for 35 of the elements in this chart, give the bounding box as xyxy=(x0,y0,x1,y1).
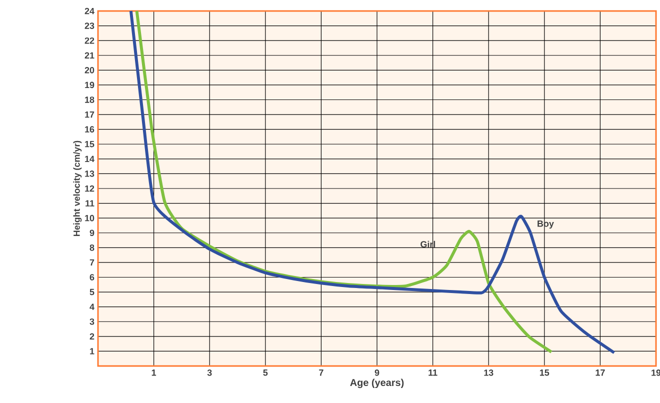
x-tick-label: 17 xyxy=(596,370,605,376)
y-tick-label: 9 xyxy=(90,230,94,236)
y-tick-label: 22 xyxy=(84,37,94,44)
x-tick-label: 1 xyxy=(152,370,156,376)
y-tick-label: 19 xyxy=(85,82,94,88)
x-tick-label: 9 xyxy=(374,370,380,376)
y-tick-label: 18 xyxy=(85,96,94,103)
y-tick-label: 8 xyxy=(90,244,94,251)
y-tick-label: 1 xyxy=(90,348,94,354)
x-tick-label: 13 xyxy=(484,370,494,376)
y-tick-label: 12 xyxy=(85,185,94,192)
x-tick-label: 3 xyxy=(207,370,212,376)
y-tick-label: 6 xyxy=(90,274,94,280)
x-tick-label: 5 xyxy=(263,370,268,376)
y-tick-label: 17 xyxy=(85,111,94,118)
y-tick-label: 10 xyxy=(85,214,94,222)
y-axis-title: Height velocity (cm/yr) xyxy=(73,140,82,236)
y-tick-label: 14 xyxy=(85,156,94,162)
x-tick-label: 15 xyxy=(540,370,550,376)
y-tick-label: 15 xyxy=(85,140,94,148)
y-tick-label: 21 xyxy=(84,52,94,58)
y-tick-label: 7 xyxy=(90,259,94,266)
y-tick-label: 5 xyxy=(90,288,94,296)
x-axis-title: Age (years) xyxy=(350,378,404,388)
y-tick-label: 16 xyxy=(85,126,94,133)
y-tick-label: 11 xyxy=(86,200,94,206)
y-tick-label: 24 xyxy=(84,8,94,14)
y-tick-label: 13 xyxy=(85,170,94,177)
y-tick-label: 23 xyxy=(84,22,94,29)
x-tick-label: 11 xyxy=(428,370,438,376)
y-tick-label: 3 xyxy=(90,318,94,325)
x-tick-label: 7 xyxy=(319,370,324,376)
y-tick-label: 20 xyxy=(84,66,94,74)
y-tick-label: 4 xyxy=(90,304,94,310)
y-tick-label: 2 xyxy=(90,333,94,340)
